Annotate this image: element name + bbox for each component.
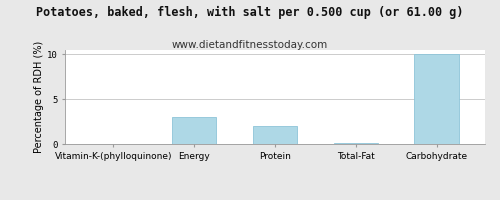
Bar bbox=[253, 126, 297, 144]
Bar bbox=[334, 143, 378, 144]
Text: www.dietandfitnesstoday.com: www.dietandfitnesstoday.com bbox=[172, 40, 328, 50]
Bar bbox=[172, 117, 216, 144]
Y-axis label: Percentage of RDH (%): Percentage of RDH (%) bbox=[34, 41, 44, 153]
Text: Potatoes, baked, flesh, with salt per 0.500 cup (or 61.00 g): Potatoes, baked, flesh, with salt per 0.… bbox=[36, 6, 464, 19]
Bar bbox=[414, 54, 459, 144]
